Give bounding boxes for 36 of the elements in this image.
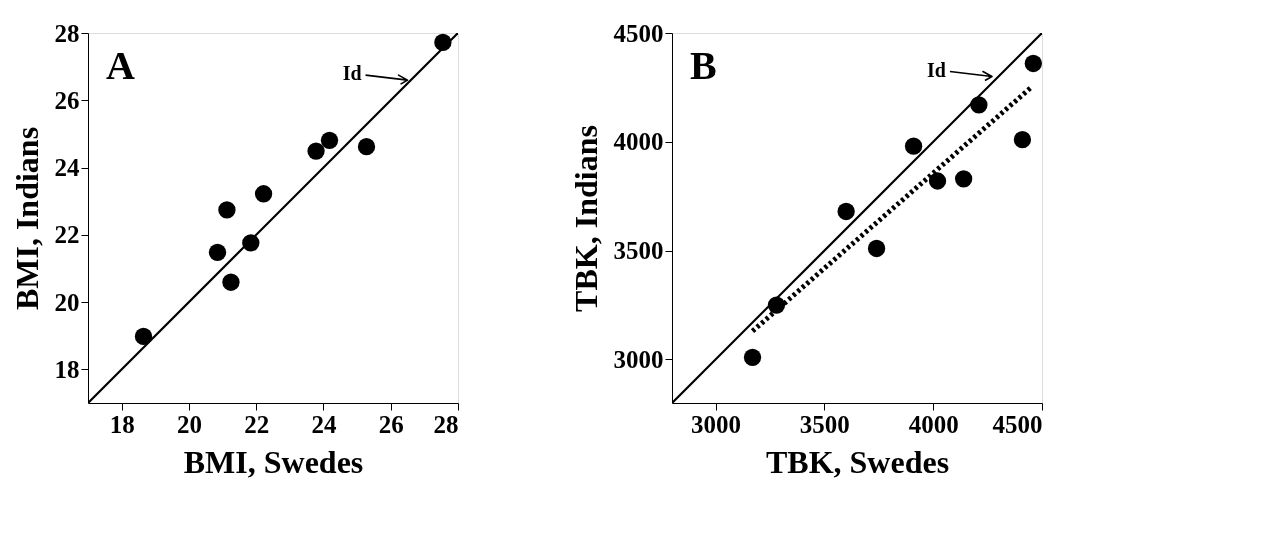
point (307, 142, 325, 160)
annotation: A (106, 43, 135, 88)
y-tick-label: 26 (54, 86, 80, 114)
point (357, 138, 376, 156)
y-tick-label: 24 (54, 154, 80, 182)
y-tick-label: 22 (54, 221, 80, 249)
point (134, 327, 153, 346)
x-tick-label: 4500 (992, 410, 1043, 438)
x-tick-label: 18 (109, 410, 135, 438)
point (218, 201, 236, 219)
annotation: Id (927, 58, 946, 81)
y-axis-title: BMI, Indians (8, 126, 45, 311)
x-tick-label: 26 (378, 410, 404, 438)
x-axis-title: TBK, Swedes (765, 443, 950, 480)
x-tick-label: 4000 (908, 410, 959, 438)
y-tick-label: 18 (54, 355, 80, 383)
x-axis-title: BMI, Swedes (183, 443, 364, 480)
y-tick-label: 3000 (613, 345, 664, 373)
y-tick-label: 20 (54, 288, 80, 316)
point (222, 273, 240, 291)
x-tick-label: 3500 (799, 410, 850, 438)
x-tick-label: 24 (311, 410, 337, 438)
x-tick-label: 22 (244, 410, 270, 438)
point (208, 243, 227, 261)
point (254, 185, 273, 203)
annotation: B (690, 43, 717, 88)
annotation: Id (342, 62, 362, 85)
point (320, 131, 339, 149)
y-tick-label: 4500 (613, 19, 664, 47)
y-axis-title: TBK, Indians (567, 125, 604, 312)
x-tick-label: 20 (176, 410, 202, 438)
y-tick-label: 28 (54, 19, 80, 47)
x-tick-label: 3000 (691, 410, 742, 438)
y-tick-label: 3500 (613, 237, 664, 265)
y-tick-label: 4000 (613, 128, 664, 156)
x-tick-label: 28 (433, 410, 459, 438)
